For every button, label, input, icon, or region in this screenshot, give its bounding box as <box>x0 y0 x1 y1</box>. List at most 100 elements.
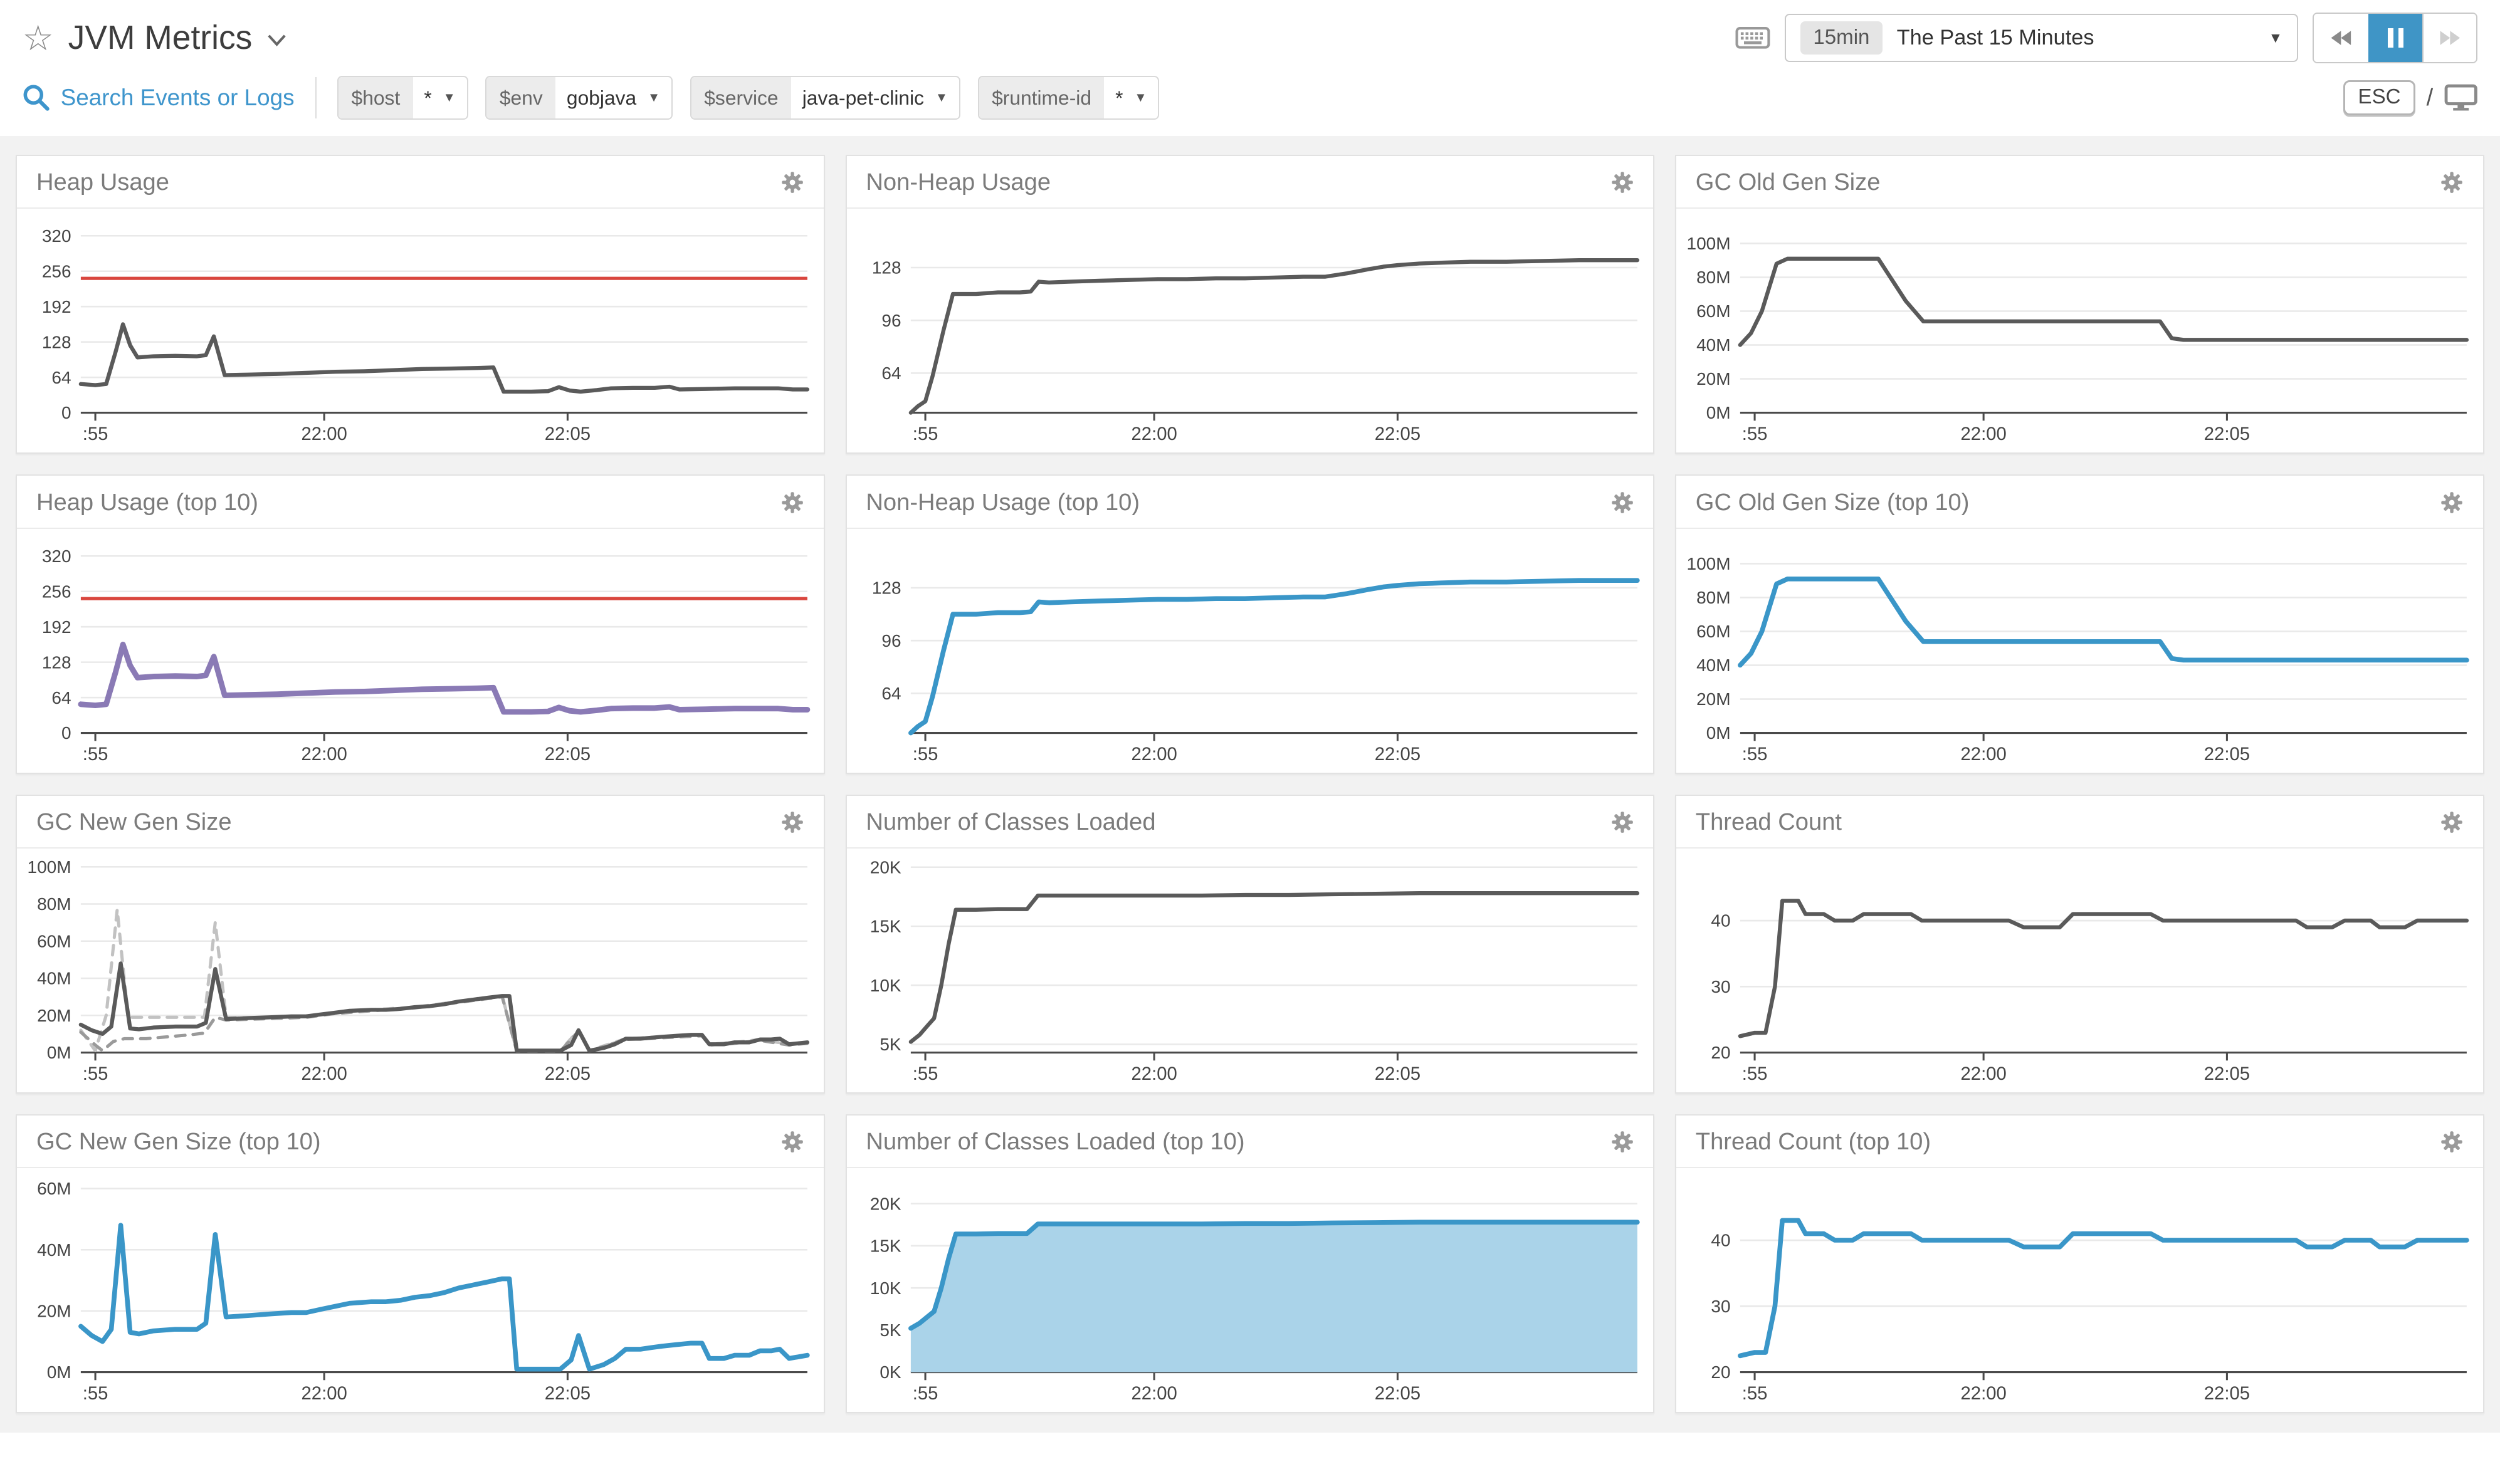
gear-icon[interactable] <box>780 170 804 194</box>
gear-icon[interactable] <box>1610 170 1634 194</box>
gear-icon[interactable] <box>1610 1130 1634 1154</box>
variable-value: * <box>424 86 432 109</box>
svg-text:22:00: 22:00 <box>1131 424 1177 444</box>
chart-header: GC New Gen Size (top 10) <box>17 1116 824 1169</box>
fast-forward-icon <box>2440 31 2461 45</box>
chart-plot[interactable]: 20K 15K 10K 5K:55 22:00 22:05 <box>847 849 1653 1092</box>
rewind-button[interactable] <box>2314 14 2368 62</box>
pause-button[interactable] <box>2368 14 2422 62</box>
variable-name: $runtime-id <box>979 76 1105 119</box>
svg-text::55: :55 <box>1742 1384 1768 1404</box>
chart-card: GC New Gen Size (top 10) 60M 40M 20M 0M:55 22… <box>16 1114 825 1414</box>
chart-plot[interactable]: 40 30 20:55 22:00 22:05 <box>1676 849 2482 1092</box>
title-group: ☆ JVM Metrics <box>23 19 288 57</box>
chart-plot[interactable]: 100M 80M 60M 40M 20M 0M:55 22:00 22:05 <box>17 849 823 1092</box>
svg-text:80M: 80M <box>1696 588 1730 607</box>
svg-text:100M: 100M <box>1687 234 1731 253</box>
svg-text:128: 128 <box>872 258 901 278</box>
gear-icon[interactable] <box>780 810 804 834</box>
template-variable-env[interactable]: $env gobjava ▼ <box>485 75 673 120</box>
chart-card: Number of Classes Loaded (top 10) 20K 15K 1… <box>845 1114 1655 1414</box>
svg-text:22:00: 22:00 <box>1961 744 2007 764</box>
chart-card: Thread Count 40 30 20:55 22:00 22:05 <box>1675 794 2484 1094</box>
gear-icon[interactable] <box>780 1130 804 1154</box>
chart-plot[interactable]: 128 96 64:55 22:00 22:05 <box>847 209 1653 452</box>
variable-value: * <box>1115 86 1123 109</box>
variable-value: gobjava <box>566 86 637 109</box>
chart-header: Number of Classes Loaded <box>846 796 1654 849</box>
chart-title: Non-Heap Usage <box>866 169 1051 196</box>
svg-text::55: :55 <box>913 744 938 764</box>
template-variable-service[interactable]: $service java-pet-clinic ▼ <box>690 75 960 120</box>
chart-plot[interactable]: 100M 80M 60M 40M 20M 0M:55 22:00 22:05 <box>1676 209 2482 452</box>
svg-text:40: 40 <box>1711 911 1731 931</box>
svg-text:5K: 5K <box>880 1035 901 1054</box>
svg-text:40M: 40M <box>38 969 71 988</box>
svg-text:20M: 20M <box>38 1006 71 1025</box>
chart-header: GC Old Gen Size (top 10) <box>1676 476 2483 529</box>
search-events-link[interactable]: Search Events or Logs <box>23 84 295 112</box>
chart-plot[interactable]: 40 30 20:55 22:00 22:05 <box>1676 1168 2482 1412</box>
svg-text:22:05: 22:05 <box>2204 1384 2250 1404</box>
gear-icon[interactable] <box>2440 1130 2464 1154</box>
keyboard-icon[interactable] <box>1735 25 1770 51</box>
chart-card: GC Old Gen Size 100M 80M 60M 40M 20M 0M:55 22:0… <box>1675 155 2484 454</box>
variable-name: $env <box>486 76 556 119</box>
svg-text:22:05: 22:05 <box>2204 1064 2250 1084</box>
gear-icon[interactable] <box>2440 491 2464 515</box>
svg-text:100M: 100M <box>1687 554 1731 573</box>
caret-down-icon: ▼ <box>443 90 456 105</box>
chart-plot[interactable]: 100M 80M 60M 40M 20M 0M:55 22:00 22:05 <box>1676 529 2482 773</box>
svg-text:10K: 10K <box>870 1278 901 1298</box>
svg-text:22:00: 22:00 <box>1961 424 2007 444</box>
chart-plot[interactable]: 20K 15K 10K 5K 0K:55 22:00 22:05 <box>847 1168 1653 1412</box>
gear-icon[interactable] <box>780 491 804 515</box>
chart-header: GC Old Gen Size <box>1676 156 2483 209</box>
svg-text::55: :55 <box>913 424 938 444</box>
svg-text:22:05: 22:05 <box>2204 424 2250 444</box>
esc-key: ESC <box>2343 80 2415 116</box>
monitor-icon[interactable] <box>2444 84 2477 111</box>
gear-icon[interactable] <box>2440 170 2464 194</box>
fast-forward-button[interactable] <box>2422 14 2477 62</box>
rewind-icon <box>2331 31 2351 45</box>
time-controls: 15min The Past 15 Minutes ▼ <box>1735 13 2478 63</box>
gear-icon[interactable] <box>2440 810 2464 834</box>
chevron-down-icon[interactable] <box>266 33 287 48</box>
star-icon[interactable]: ☆ <box>22 18 54 58</box>
slash-separator: / <box>2426 84 2434 112</box>
filter-bar: Search Events or Logs $host * ▼ $env gobjava… <box>0 72 2500 136</box>
svg-text:128: 128 <box>872 578 901 597</box>
svg-text:22:00: 22:00 <box>302 424 347 444</box>
divider <box>315 76 317 119</box>
chart-header: Thread Count (top 10) <box>1676 1116 2483 1169</box>
chart-title: GC New Gen Size (top 10) <box>36 1128 321 1156</box>
svg-text::55: :55 <box>1742 424 1768 444</box>
chart-plot[interactable]: 320 256 192 128 64 0:55 22:00 22:05 <box>17 529 823 773</box>
svg-text:22:00: 22:00 <box>1961 1384 2007 1404</box>
svg-text:15K: 15K <box>870 916 901 936</box>
svg-text:22:05: 22:05 <box>545 1384 591 1404</box>
svg-text:20K: 20K <box>870 1194 901 1213</box>
svg-text:192: 192 <box>42 297 71 316</box>
dashboard-grid: Heap Usage 320 256 192 128 64 0:55 22:00 22:05 No… <box>0 135 2500 1433</box>
chart-plot[interactable]: 60M 40M 20M 0M:55 22:00 22:05 <box>17 1168 823 1412</box>
template-variable-host[interactable]: $host * ▼ <box>337 75 468 120</box>
chart-title: GC Old Gen Size (top 10) <box>1695 488 1970 516</box>
chart-card: GC New Gen Size 100M 80M 60M 40M 20M 0M:55 22:0… <box>16 794 825 1094</box>
svg-text:22:05: 22:05 <box>2204 744 2250 764</box>
svg-text:128: 128 <box>42 332 71 352</box>
svg-text:22:05: 22:05 <box>1375 1064 1421 1084</box>
time-range-picker[interactable]: 15min The Past 15 Minutes ▼ <box>1785 14 2299 62</box>
jvm-metrics-dashboard: ☆ JVM Metrics 15min The Past 15 Minutes … <box>0 13 2500 1433</box>
svg-text:22:00: 22:00 <box>1131 1064 1177 1084</box>
chart-plot[interactable]: 320 256 192 128 64 0:55 22:00 22:05 <box>17 209 823 452</box>
template-variable-runtime-id[interactable]: $runtime-id * ▼ <box>977 75 1160 120</box>
svg-text:20M: 20M <box>1696 689 1730 709</box>
chart-header: Non-Heap Usage <box>846 156 1654 209</box>
chart-title: Thread Count <box>1695 808 1842 836</box>
fullscreen-hint: ESC / <box>2343 80 2477 116</box>
gear-icon[interactable] <box>1610 491 1634 515</box>
gear-icon[interactable] <box>1610 810 1634 834</box>
chart-plot[interactable]: 128 96 64:55 22:00 22:05 <box>847 529 1653 773</box>
